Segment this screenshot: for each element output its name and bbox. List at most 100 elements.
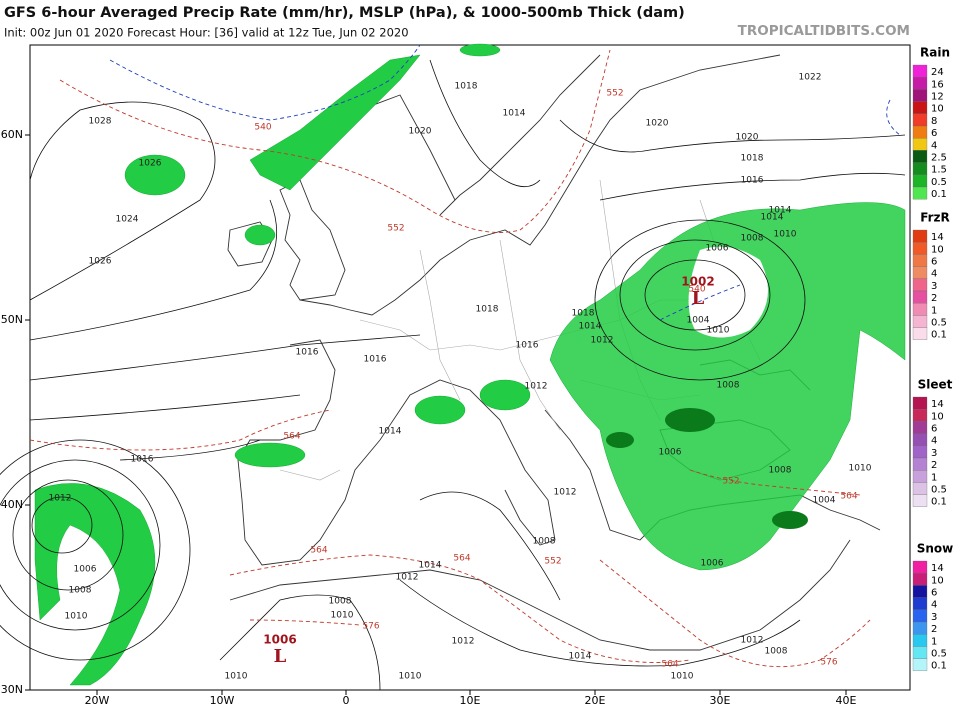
legend-swatch bbox=[912, 89, 928, 102]
isobar-label: 1016 bbox=[364, 355, 387, 365]
legend-title: Snow bbox=[917, 542, 954, 556]
legend-swatch bbox=[912, 396, 928, 410]
legend-tick-label: 24 bbox=[931, 67, 944, 78]
isobar-label: 1008 bbox=[765, 647, 788, 657]
legend-swatch bbox=[912, 445, 928, 459]
legend-tick-label: 14 bbox=[931, 563, 944, 574]
legend-swatch bbox=[912, 242, 928, 255]
thickness-label: 576 bbox=[362, 622, 379, 632]
legend-swatch bbox=[912, 290, 928, 304]
isobar-label: 1018 bbox=[476, 305, 499, 315]
legend-swatch bbox=[912, 77, 928, 90]
legend-swatch bbox=[912, 150, 928, 163]
isobar-label: 1012 bbox=[396, 573, 419, 583]
isobar-label: 1010 bbox=[774, 230, 797, 240]
thickness-label: 564 bbox=[310, 546, 327, 556]
legend-tick-label: 0.5 bbox=[931, 649, 947, 660]
axes: 60N 50N 40N 30N 20W 10W 0 10E 20E 30E 40E bbox=[1, 128, 857, 707]
legend-swatch bbox=[912, 494, 928, 507]
isobar-label: 1006 bbox=[659, 448, 682, 458]
lon-label: 40E bbox=[836, 694, 857, 707]
isobar-label: 1010 bbox=[399, 672, 422, 682]
legend-tick-label: 6 bbox=[931, 588, 937, 599]
subtitle: Init: 00z Jun 01 2020 Forecast Hour: [36… bbox=[4, 26, 409, 40]
thickness-label: 552 bbox=[387, 224, 404, 234]
isobar-label: 1010 bbox=[65, 612, 88, 622]
legend-tick-label: 14 bbox=[931, 232, 944, 243]
isobar-label: 1020 bbox=[646, 119, 669, 129]
lon-label: 10W bbox=[210, 694, 235, 707]
lat-label: 50N bbox=[1, 313, 23, 326]
legend-swatch bbox=[912, 64, 928, 78]
legend-title: Rain bbox=[920, 46, 950, 60]
thickness-label: 552 bbox=[606, 89, 623, 99]
isobar-label: 1028 bbox=[89, 117, 112, 127]
legend-tick-label: 16 bbox=[931, 79, 944, 90]
legend-swatch bbox=[912, 560, 928, 574]
isobar-label: 1008 bbox=[769, 466, 792, 476]
thickness-label: 576 bbox=[820, 658, 837, 668]
thickness-540 bbox=[109, 44, 901, 321]
isobar-label: 1016 bbox=[131, 455, 154, 465]
legend-tick-label: 0.1 bbox=[931, 661, 947, 672]
legend-swatch bbox=[912, 433, 928, 446]
legend-swatch bbox=[912, 634, 928, 647]
legend-tick-label: 4 bbox=[931, 600, 937, 611]
isobar-label: 1010 bbox=[331, 611, 354, 621]
legend-swatch bbox=[912, 125, 928, 139]
legend-swatch bbox=[912, 327, 928, 340]
low-pressure: 1002 bbox=[681, 275, 714, 289]
legend-swatch bbox=[912, 646, 928, 659]
isobar-label: 1014 bbox=[419, 561, 442, 571]
title: GFS 6-hour Averaged Precip Rate (mm/hr),… bbox=[4, 5, 685, 21]
legend-tick-label: 8 bbox=[931, 116, 937, 127]
legend-tick-label: 4 bbox=[931, 140, 937, 151]
legend-tick-label: 0.1 bbox=[931, 189, 947, 200]
isobar-label: 1008 bbox=[69, 586, 92, 596]
isobar-label: 1010 bbox=[671, 672, 694, 682]
low-symbol: L bbox=[274, 646, 287, 667]
legend-tick-label: 10 bbox=[931, 411, 944, 422]
isobar-label: 1020 bbox=[409, 127, 432, 137]
legend-tick-label: 0.5 bbox=[931, 177, 947, 188]
legend-tick-label: 4 bbox=[931, 436, 937, 447]
legend-tick-label: 12 bbox=[931, 92, 944, 103]
legend-tick-label: 2 bbox=[931, 624, 937, 635]
lon-label: 10E bbox=[460, 694, 481, 707]
legend-title: Sleet bbox=[918, 378, 953, 392]
legend-tick-label: 10 bbox=[931, 244, 944, 255]
isobar-label: 1024 bbox=[116, 215, 139, 225]
isobar-label: 1012 bbox=[741, 636, 764, 646]
isobar-label: 1004 bbox=[813, 496, 836, 506]
isobar-label: 1010 bbox=[849, 464, 872, 474]
isobar-label: 1018 bbox=[572, 309, 595, 319]
brand: TROPICALTIDBITS.COM bbox=[738, 23, 910, 39]
legend-swatch bbox=[912, 609, 928, 623]
legend-swatch bbox=[912, 174, 928, 188]
isobar-label: 1012 bbox=[49, 494, 72, 504]
precip-areas bbox=[34, 43, 906, 686]
legend-tick-label: 4 bbox=[931, 269, 937, 280]
legend-swatch bbox=[912, 597, 928, 610]
isobar-label: 1020 bbox=[736, 133, 759, 143]
lat-label: 40N bbox=[1, 498, 23, 511]
lon-label: 20W bbox=[85, 694, 110, 707]
isobar-label: 1014 bbox=[769, 206, 792, 216]
isobar-label: 1014 bbox=[761, 213, 784, 223]
lon-label: 20E bbox=[585, 694, 606, 707]
isobar-label: 1008 bbox=[533, 537, 556, 547]
legend: Rain241612108642.51.50.50.1FrzR141064321… bbox=[912, 46, 954, 672]
legend-swatch bbox=[912, 266, 928, 279]
lon-label: 30E bbox=[710, 694, 731, 707]
precip-heavy bbox=[606, 408, 808, 529]
legend-tick-label: 1 bbox=[931, 636, 937, 647]
legend-swatch bbox=[912, 101, 928, 114]
legend-swatch bbox=[912, 315, 928, 328]
legend-swatch bbox=[912, 621, 928, 635]
contour-labels: 1028 1026 1024 1026 1018 1014 1020 1020 1018 1016… bbox=[49, 73, 872, 682]
thickness-label: 540 bbox=[688, 285, 705, 295]
isobar-label: 1018 bbox=[741, 154, 764, 164]
legend-tick-label: 0.5 bbox=[931, 318, 947, 329]
isobar-label: 1026 bbox=[139, 159, 162, 169]
isobar-label: 1006 bbox=[74, 565, 97, 575]
